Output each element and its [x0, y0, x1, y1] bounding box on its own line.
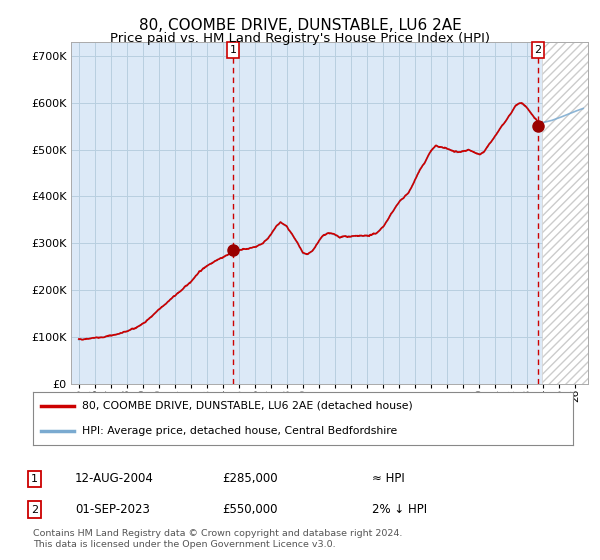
- Text: £285,000: £285,000: [222, 472, 278, 486]
- Text: 80, COOMBE DRIVE, DUNSTABLE, LU6 2AE (detached house): 80, COOMBE DRIVE, DUNSTABLE, LU6 2AE (de…: [82, 401, 412, 411]
- Text: 2% ↓ HPI: 2% ↓ HPI: [372, 503, 427, 516]
- Text: 80, COOMBE DRIVE, DUNSTABLE, LU6 2AE: 80, COOMBE DRIVE, DUNSTABLE, LU6 2AE: [139, 18, 461, 33]
- Text: 2: 2: [31, 505, 38, 515]
- Text: This data is licensed under the Open Government Licence v3.0.: This data is licensed under the Open Gov…: [33, 540, 335, 549]
- Text: ≈ HPI: ≈ HPI: [372, 472, 405, 486]
- Text: Contains HM Land Registry data © Crown copyright and database right 2024.: Contains HM Land Registry data © Crown c…: [33, 529, 403, 538]
- Text: 01-SEP-2023: 01-SEP-2023: [75, 503, 150, 516]
- Text: 2: 2: [535, 45, 541, 55]
- Text: 1: 1: [31, 474, 38, 484]
- Text: 1: 1: [229, 45, 236, 55]
- Bar: [542, 42, 600, 384]
- Text: 12-AUG-2004: 12-AUG-2004: [75, 472, 154, 486]
- Text: HPI: Average price, detached house, Central Bedfordshire: HPI: Average price, detached house, Cent…: [82, 426, 397, 436]
- Text: Price paid vs. HM Land Registry's House Price Index (HPI): Price paid vs. HM Land Registry's House …: [110, 32, 490, 45]
- Text: £550,000: £550,000: [222, 503, 277, 516]
